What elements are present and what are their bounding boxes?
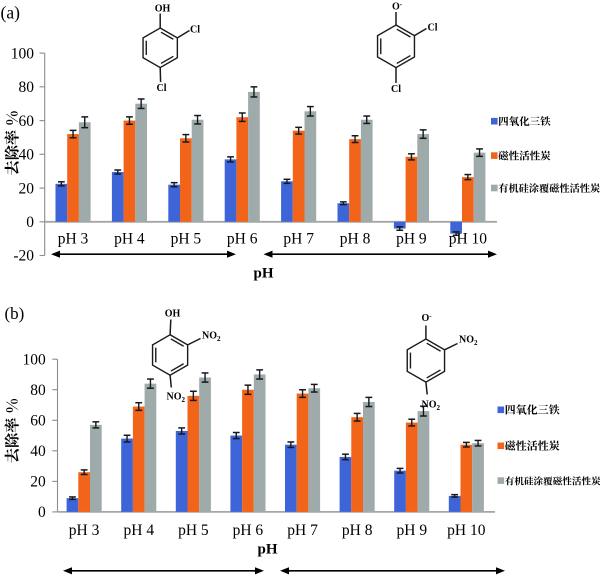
svg-text:pH 6: pH 6	[227, 231, 258, 248]
svg-text:80: 80	[30, 382, 46, 399]
svg-text:60: 60	[19, 113, 35, 130]
svg-text:Cl: Cl	[428, 23, 438, 34]
svg-text:NO2: NO2	[167, 392, 186, 405]
svg-text:100: 100	[11, 45, 35, 62]
svg-text:-20: -20	[13, 248, 34, 265]
svg-text:pH 10: pH 10	[447, 522, 486, 539]
svg-text:pH 7: pH 7	[287, 522, 318, 539]
svg-text:pH 8: pH 8	[340, 231, 371, 248]
svg-text:O-: O-	[392, 1, 403, 13]
svg-text:80: 80	[19, 79, 35, 96]
svg-text:40: 40	[19, 147, 35, 164]
svg-text:20: 20	[30, 474, 46, 491]
svg-text:pH 9: pH 9	[397, 522, 428, 539]
svg-text:Cl: Cl	[190, 25, 200, 36]
svg-text:Cl: Cl	[157, 83, 167, 94]
svg-text:NO2: NO2	[459, 335, 478, 348]
svg-text:pH 4: pH 4	[114, 231, 145, 248]
svg-text:NO2: NO2	[422, 400, 441, 413]
svg-text:pH 8: pH 8	[342, 522, 373, 539]
svg-text:pH: pH	[257, 541, 277, 557]
svg-text:0: 0	[26, 214, 34, 231]
svg-text:20: 20	[19, 180, 35, 197]
svg-text:O-: O-	[422, 312, 433, 324]
svg-text:pH 3: pH 3	[58, 231, 89, 248]
svg-text:OH: OH	[165, 309, 181, 320]
svg-text:pH 3: pH 3	[69, 522, 100, 539]
svg-text:pH 6: pH 6	[233, 522, 264, 539]
svg-text:pH 9: pH 9	[396, 231, 427, 248]
svg-text:60: 60	[30, 413, 46, 430]
svg-text:100: 100	[23, 351, 47, 368]
svg-text:(b): (b)	[5, 304, 25, 323]
svg-text:pH 10: pH 10	[449, 231, 488, 248]
svg-text:pH 5: pH 5	[171, 231, 202, 248]
svg-text:pH: pH	[253, 266, 273, 282]
svg-text:Cl: Cl	[391, 84, 401, 95]
svg-text:(a): (a)	[1, 3, 21, 23]
svg-text:0: 0	[38, 504, 46, 521]
svg-text:pH 4: pH 4	[124, 522, 155, 539]
svg-text:pH 7: pH 7	[283, 231, 314, 248]
svg-text:NO2: NO2	[202, 331, 221, 344]
svg-text:40: 40	[30, 443, 46, 460]
svg-text:OH: OH	[155, 4, 171, 15]
svg-text:pH 5: pH 5	[178, 522, 209, 539]
